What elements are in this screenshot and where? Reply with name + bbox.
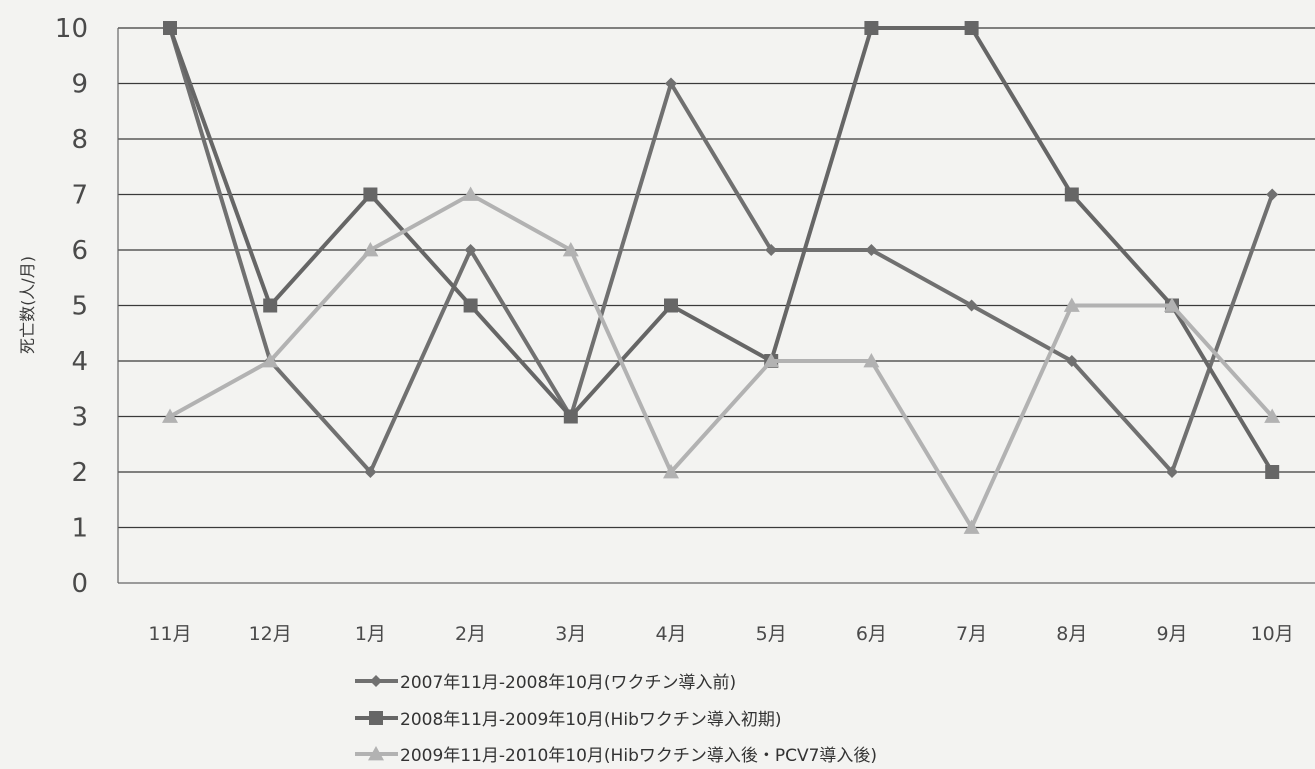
series-2-point [664,298,678,313]
y-tick-label: 2 [71,458,88,488]
gridlines [118,27,1315,529]
x-tick-label: 8月 [1056,623,1087,645]
series-2-point [363,187,378,202]
series-2-point [263,298,278,313]
y-tick-label: 8 [71,125,88,155]
y-tick-label: 10 [55,14,88,44]
series-2-point [563,409,578,424]
legend-entry-2: 2008年11月-2009年10月(Hibワクチン導入初期) [355,710,782,730]
series-3 [162,186,1281,534]
series-3-point [262,353,279,368]
series-3-point [162,408,178,423]
x-tick-label: 1月 [355,623,386,645]
series-3-point [362,242,379,257]
series-lines [162,21,1281,534]
series-3-point [763,353,780,368]
series-3-point [1264,408,1281,423]
y-tick-label: 7 [71,181,88,211]
series-line [168,27,1275,476]
series-1-point [865,244,878,256]
series-1-point [1266,188,1279,201]
legend-label: 2007年11月-2008年10月(ワクチン導入前) [400,673,736,693]
x-tick-label: 5月 [756,623,787,645]
x-tick-label: 2月 [455,623,486,645]
series-2-point [463,298,478,313]
y-tick-label: 3 [71,403,88,433]
y-tick-label: 0 [71,569,88,599]
legend-swatch-marker [368,746,384,761]
series-1-point [965,299,978,312]
series-2-point [964,21,979,35]
legend-label: 2009年11月-2010年10月(Hibワクチン導入後・PCV7導入後) [400,746,877,765]
legend-entry-1: 2007年11月-2008年10月(ワクチン導入前) [355,673,736,693]
series-2-point [1064,187,1079,202]
legend-entry-3: 2009年11月-2010年10月(Hibワクチン導入後・PCV7導入後) [355,746,877,766]
series-1-point [464,244,477,256]
series-3-point [1063,297,1080,312]
y-tick-label: 4 [71,347,88,377]
series-1-point [1166,466,1178,478]
y-tick-label: 9 [71,70,88,100]
y-tick-label: 6 [71,236,88,266]
series-line [169,192,1274,532]
series-1-point [364,466,377,478]
series-2 [163,21,1280,479]
legend-swatch-marker [370,675,382,687]
series-3-point [1164,297,1180,312]
series-2-point [163,21,177,35]
x-tick-label: 3月 [555,623,586,645]
series-3-point [462,186,479,201]
series-3-point [863,353,880,368]
series-1-point [765,244,778,256]
legend-swatch-marker [369,711,383,725]
x-tick-label: 6月 [856,623,887,645]
x-tick-label: 9月 [1156,623,1187,645]
series-1-point [665,77,677,90]
x-tick-label: 11月 [148,623,191,645]
series-line [168,26,1274,474]
series-3-point [963,519,980,534]
series-2-point [864,21,879,35]
series-3-point [562,242,579,257]
legend-label: 2008年11月-2009年10月(Hibワクチン導入初期) [400,710,782,730]
series-3-point [663,464,679,479]
x-tick-label: 12月 [249,623,292,645]
legend: 2007年11月-2008年10月(ワクチン導入前) 2008年11月-2009年… [355,673,877,766]
y-tick-label: 5 [71,292,88,322]
x-tick-label: 4月 [655,623,686,645]
y-axis-title: 死亡数(人/月) [18,256,37,354]
series-2-point [1265,465,1280,479]
y-tick-label: 1 [71,514,88,544]
axes: 0 1 2 3 4 5 6 7 8 9 10 11月 12月 1月 2月 3月 4月 5月 6月 7月 8月 9月 10月 死… [18,14,1315,645]
x-tick-label: 10月 [1251,623,1294,645]
x-tick-label: 7月 [956,623,987,645]
series-1-point [1065,355,1078,367]
